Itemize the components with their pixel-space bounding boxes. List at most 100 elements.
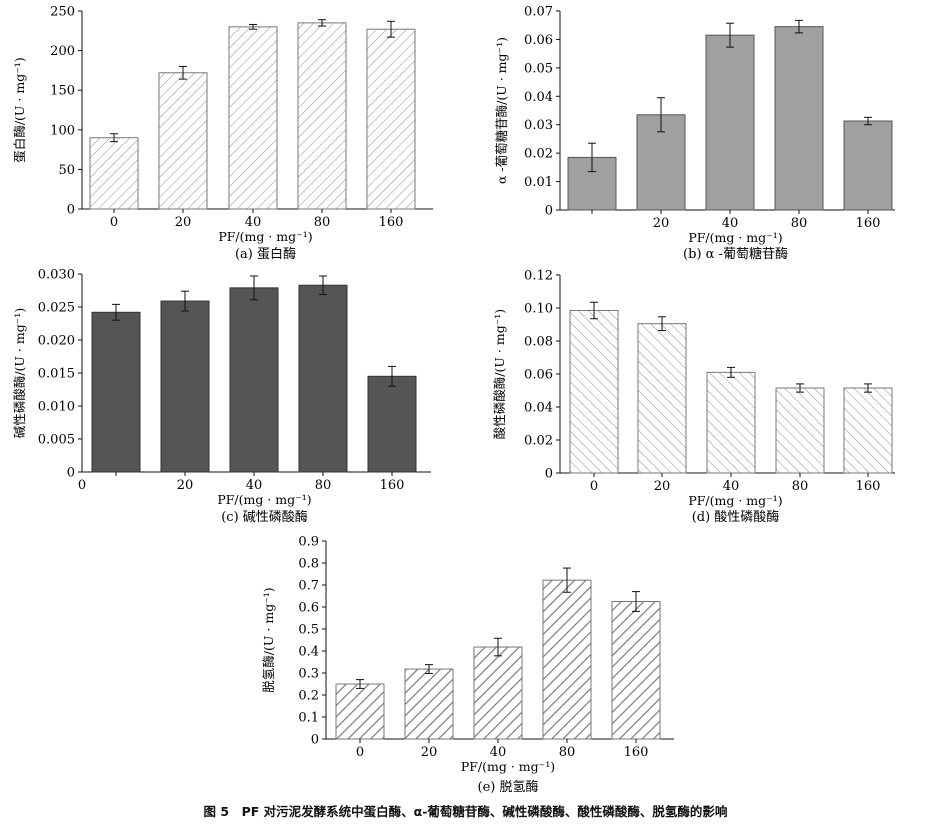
y-tick-label: 0.02 <box>524 434 553 449</box>
y-tick-label: 0.1 <box>298 711 319 726</box>
y-tick-label: 250 <box>50 5 75 20</box>
y-tick-label: 0.01 <box>524 175 553 190</box>
y-axis-title: 蛋白酶/(U · mg⁻¹) <box>12 57 27 162</box>
bar-80 <box>774 26 824 211</box>
y-tick-label: 0.04 <box>524 401 553 416</box>
y-tick-label: 0.7 <box>298 579 319 594</box>
bar-160 <box>366 28 416 210</box>
bar-0 <box>335 683 385 740</box>
x-tick-label: 80 <box>791 216 808 231</box>
bar-20 <box>158 72 208 210</box>
x-tick-label: 160 <box>856 479 881 494</box>
panel-caption: (b) α -葡萄糖苷酶 <box>683 246 788 262</box>
y-tick-label: 0 <box>311 733 319 748</box>
y-tick-label: 0.3 <box>298 667 319 682</box>
y-tick-label: 0.04 <box>524 90 553 105</box>
bar-80 <box>297 22 347 210</box>
y-tick-label: 0.010 <box>38 400 75 415</box>
bar-80 <box>542 579 592 740</box>
bar-80 <box>298 284 348 473</box>
x-tick-label: 160 <box>624 745 649 760</box>
y-tick-label: 0 <box>545 204 553 219</box>
bar-20 <box>637 323 687 474</box>
bar-0 <box>91 311 141 473</box>
bar-160 <box>843 387 893 474</box>
x-tick-label: 80 <box>314 215 331 230</box>
panel-caption: (a) 蛋白酶 <box>235 246 296 262</box>
y-tick-label: 100 <box>50 123 75 138</box>
y-axis-title: 脱氢酶/(U · mg⁻¹) <box>261 587 276 692</box>
y-tick-label: 0 <box>67 203 75 218</box>
y-tick-label: 0.030 <box>38 268 75 283</box>
x-tick-label: 20 <box>654 479 671 494</box>
y-tick-label: 0.12 <box>524 269 553 284</box>
bar-40 <box>228 26 278 210</box>
y-axis-title: α -葡萄糖苷酶/(U · mg⁻¹) <box>494 37 509 184</box>
y-tick-label: 0.9 <box>298 535 319 550</box>
x-tick-label: 0 <box>110 215 118 230</box>
y-tick-label: 0.02 <box>524 147 553 162</box>
x-tick-label: 160 <box>380 478 405 493</box>
chart-panel-c: 0 0.005 0.010 0.015 0.020 0.025 0.030 20 40 80 160… <box>12 268 431 525</box>
y-tick-label: 0.5 <box>298 623 319 638</box>
x-tick-label: 80 <box>792 479 809 494</box>
y-tick-label: 0.005 <box>38 433 75 448</box>
x-tick-label: 80 <box>559 745 576 760</box>
bar-0 <box>89 137 139 210</box>
bar-40 <box>473 646 523 740</box>
y-tick-label: 0.015 <box>38 367 75 382</box>
y-tick-label: 0 <box>67 466 75 481</box>
y-tick-label: 0.025 <box>38 301 75 316</box>
x-tick-label: 160 <box>856 216 881 231</box>
y-tick-label: 0.020 <box>38 334 75 349</box>
x-tick-label: 20 <box>177 478 194 493</box>
y-axis-title: 碱性磷酸酶/(U · mg⁻¹) <box>12 308 27 438</box>
y-tick-label: 0.05 <box>524 61 553 76</box>
x-tick-label: 0 <box>590 479 598 494</box>
x-axis-title: PF/(mg · mg⁻¹) <box>217 492 311 507</box>
x-axis-title: PF/(mg · mg⁻¹) <box>461 759 555 774</box>
bar-40 <box>229 287 279 473</box>
y-tick-label: 150 <box>50 84 75 99</box>
panel-caption: (e) 脱氢酶 <box>478 779 539 795</box>
x-tick-label: 160 <box>379 215 404 230</box>
x-axis-title: PF/(mg · mg⁻¹) <box>688 230 782 245</box>
x-tick-label: 80 <box>315 478 332 493</box>
x-tick-label: 20 <box>653 216 670 231</box>
bar-160 <box>367 375 417 473</box>
y-tick-label: 0.06 <box>524 368 553 383</box>
y-tick-label: 50 <box>58 163 75 178</box>
x-tick-label: 20 <box>421 745 438 760</box>
bar-160 <box>843 120 893 211</box>
y-axis-title: 酸性磷酸酶/(U · mg⁻¹) <box>492 309 507 439</box>
bar-160 <box>611 601 661 740</box>
y-tick-label: 200 <box>50 44 75 59</box>
x-tick-label: 20 <box>175 215 192 230</box>
chart-panel-a: 0 50 100 150 200 250 0 20 40 80 160 PF/(mg · mg⁻¹) 蛋… <box>12 5 433 262</box>
panel-caption: (d) 酸性磷酸酶 <box>692 509 780 525</box>
x-tick-label: 40 <box>722 216 739 231</box>
panel-caption: (c) 碱性磷酸酶 <box>221 509 308 525</box>
chart-panel-b: 0 0.01 0.02 0.03 0.04 0.05 0.06 0.07 20 40 80 160 PF… <box>494 5 895 262</box>
y-tick-label: 0.08 <box>524 335 553 350</box>
bar-40 <box>706 371 756 474</box>
y-tick-label: 0.4 <box>298 645 319 660</box>
bar-20 <box>160 300 210 473</box>
x-tick-label: 40 <box>490 745 507 760</box>
y-tick-label: 0.8 <box>298 557 319 572</box>
y-tick-label: 0.10 <box>524 302 553 317</box>
y-tick-label: 0.07 <box>524 5 553 20</box>
bar-20 <box>404 668 454 740</box>
chart-panel-d: 0 0.02 0.04 0.06 0.08 0.10 0.12 0 20 40 80 160 PF/(m… <box>492 269 895 525</box>
bar-40 <box>705 34 755 211</box>
y-tick-label: 0.6 <box>298 601 319 616</box>
x-axis-title: PF/(mg · mg⁻¹) <box>688 493 782 508</box>
y-tick-label: 0.03 <box>524 118 553 133</box>
x-tick-label: 40 <box>723 479 740 494</box>
y-tick-label: 0 <box>545 467 553 482</box>
x-tick-label: 40 <box>246 478 263 493</box>
y-tick-label: 0.06 <box>524 33 553 48</box>
x-origin-label: 0 <box>78 478 86 493</box>
bar-0 <box>569 309 619 474</box>
